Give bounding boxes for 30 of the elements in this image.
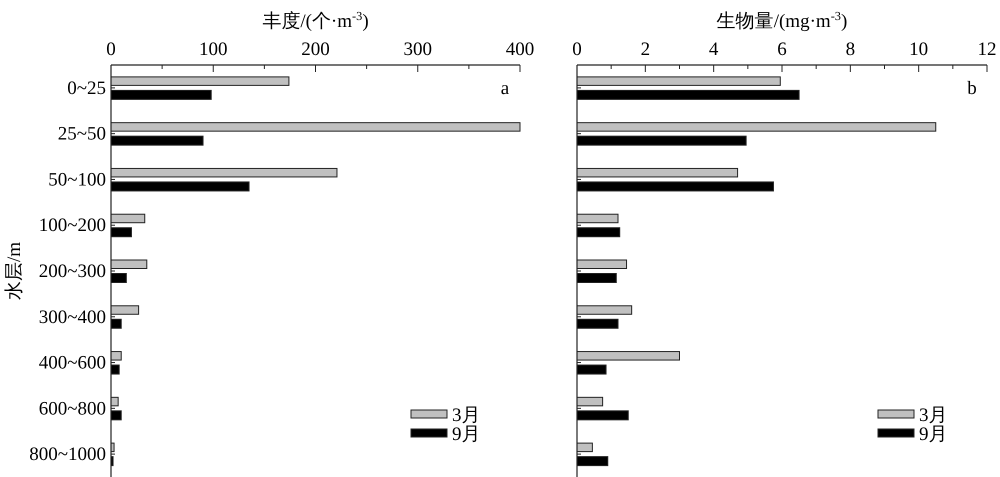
y-tick-label: 0~25: [67, 78, 106, 99]
x-tick-label: 200: [301, 39, 330, 60]
x-tick-label: 12: [978, 39, 996, 60]
x-tick-label: 10: [909, 39, 928, 60]
y-tick-label: 100~200: [38, 215, 106, 236]
y-tick-label: 50~100: [48, 169, 106, 190]
annotation: b: [967, 78, 977, 99]
y-tick-label: 400~600: [38, 352, 106, 374]
y-tick-label: 300~400: [38, 306, 106, 328]
x-tick-label: 4: [708, 39, 719, 60]
legend-label: 9月: [452, 424, 480, 445]
x-tick-label: 0: [106, 39, 116, 60]
annotation: a: [500, 78, 510, 99]
legend-label: 3月: [452, 405, 480, 426]
x-tick-label: 300: [404, 39, 432, 60]
x-axis-title: 丰度/(个·m$^{-3}$): [262, 9, 369, 32]
y-tick-label: 800~1000: [29, 444, 106, 466]
x-tick-label: 400: [506, 39, 534, 60]
x-tick-label: 8: [846, 39, 856, 60]
x-tick-label: 2: [640, 39, 650, 60]
legend-label: 9月: [919, 424, 948, 445]
legend-label: 3月: [919, 405, 948, 426]
y-tick-label: 200~300: [38, 261, 106, 282]
x-tick-label: 6: [777, 39, 787, 60]
y-axis-title: 水层/m: [4, 242, 25, 300]
y-tick-label: 600~800: [38, 398, 106, 420]
y-tick-label: 25~50: [58, 124, 106, 145]
x-axis-title: 生物量/(mg·m$^{-3}$): [716, 9, 848, 32]
x-tick-label: 0: [572, 39, 582, 60]
x-tick-label: 100: [199, 39, 228, 60]
